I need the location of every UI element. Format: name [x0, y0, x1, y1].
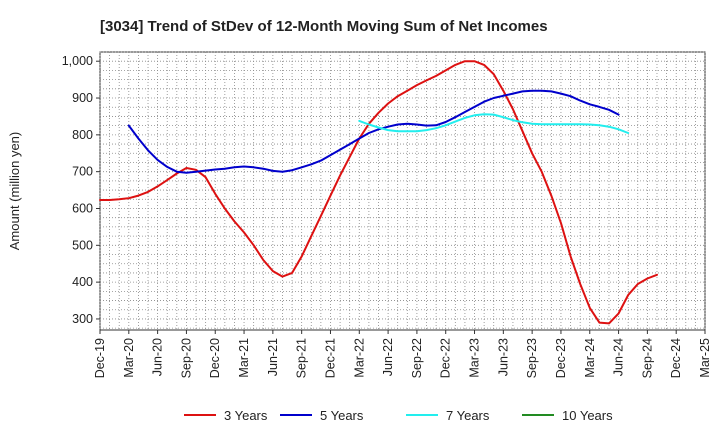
y-tick-label: 800 — [72, 128, 93, 142]
x-tick-label: Dec-19 — [93, 338, 107, 378]
y-tick-label: 700 — [72, 165, 93, 179]
x-tick-label: Dec-22 — [439, 338, 453, 378]
y-tick-label: 900 — [72, 91, 93, 105]
x-tick-label: Mar-20 — [122, 338, 136, 378]
x-tick-label: Mar-24 — [583, 338, 597, 378]
y-tick-label: 1,000 — [62, 54, 93, 68]
x-tick-label: Jun-22 — [381, 338, 395, 376]
legend-item-3-years: 3 Years — [184, 408, 268, 423]
series-line-5-years — [127, 89, 620, 174]
x-tick-label: Dec-20 — [208, 338, 222, 378]
grid-layer — [99, 51, 706, 330]
legend-label: 10 Years — [562, 408, 613, 423]
legend-label: 7 Years — [446, 408, 490, 423]
x-tick-label: Dec-24 — [669, 338, 683, 378]
x-tick-label: Mar-21 — [237, 338, 251, 378]
x-tick-label: Dec-23 — [554, 338, 568, 378]
x-tick-label: Jun-23 — [496, 338, 510, 376]
x-tick-label: Mar-25 — [698, 338, 712, 378]
x-tick-label: Sep-22 — [410, 338, 424, 378]
y-tick-label: 500 — [72, 238, 93, 252]
y-tick-label: 400 — [72, 275, 93, 289]
legend-label: 3 Years — [224, 408, 268, 423]
legend-item-10-years: 10 Years — [522, 408, 613, 423]
y-axis-label: Amount (million yen) — [7, 132, 22, 251]
x-axis-ticks: Dec-19 Mar-20 Jun-20 Sep-20 Dec-20 Mar-21 Jun-… — [93, 330, 712, 378]
legend: 3 Years 5 Years 7 Years 10 Years — [184, 408, 613, 423]
legend-item-5-years: 5 Years — [280, 408, 364, 423]
series-layer — [99, 60, 658, 325]
x-tick-label: Dec-21 — [323, 338, 337, 378]
x-tick-label: Mar-22 — [352, 338, 366, 378]
x-tick-label: Sep-23 — [525, 338, 539, 378]
chart-title: [3034] Trend of StDev of 12-Month Moving… — [100, 18, 548, 35]
x-tick-label: Jun-20 — [151, 338, 165, 376]
y-tick-label: 600 — [72, 201, 93, 215]
x-tick-label: Sep-21 — [295, 338, 309, 378]
legend-item-7-years: 7 Years — [406, 408, 490, 423]
legend-label: 5 Years — [320, 408, 364, 423]
y-axis-ticks: 300 400 500 600 700 800 900 1,000 — [62, 54, 100, 326]
x-tick-label: Mar-23 — [468, 338, 482, 378]
series-line-7-years — [358, 113, 630, 134]
x-tick-label: Sep-20 — [179, 338, 193, 378]
y-tick-label: 300 — [72, 312, 93, 326]
x-tick-label: Jun-21 — [266, 338, 280, 376]
x-tick-label: Sep-24 — [640, 338, 654, 378]
series-line-3-years — [99, 60, 658, 325]
x-tick-label: Jun-24 — [612, 338, 626, 376]
